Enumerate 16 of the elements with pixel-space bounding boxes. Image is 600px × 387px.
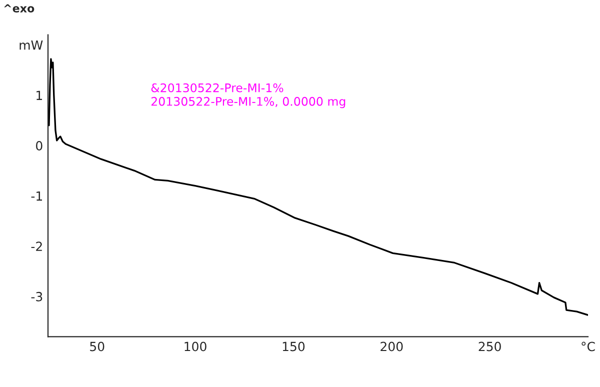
annotation: &20130522-Pre-MI-1% [151, 83, 284, 92]
x-tick-label: 200 [380, 342, 403, 352]
chart-title: ^exo [4, 4, 34, 12]
line-series [48, 58, 588, 316]
x-tick-label: 250 [478, 342, 501, 352]
annotation: 20130522-Pre-MI-1%, 0.0000 mg [151, 96, 346, 108]
y-tick-label: -1 [31, 191, 42, 201]
x-tick-label: 100 [184, 342, 206, 352]
y-tick-label: 1 [36, 90, 42, 100]
y-tick-label: -2 [31, 242, 42, 251]
y-tick-label: 0 [36, 140, 42, 150]
y-tick-label: -3 [31, 292, 42, 302]
x-tick-label: 150 [282, 342, 305, 352]
x-tick-label: °C [582, 342, 595, 352]
y-tick-label: mW [20, 40, 43, 50]
x-tick-label: 50 [90, 342, 104, 352]
